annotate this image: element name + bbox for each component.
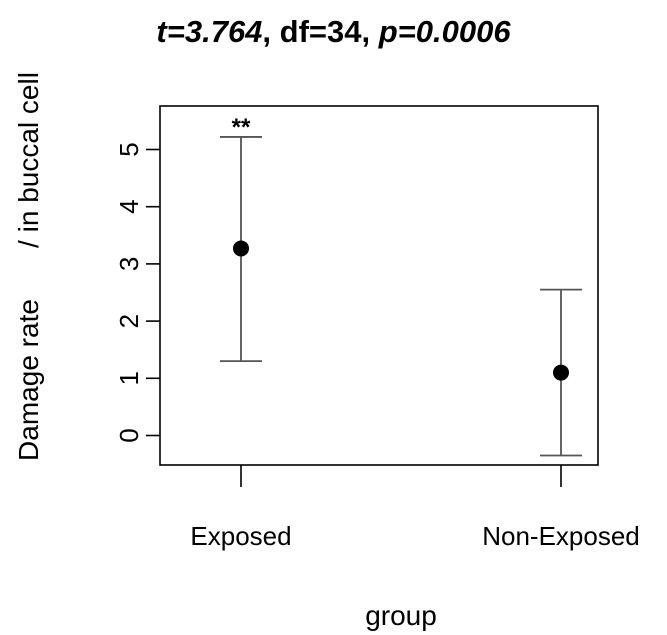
title-df-text: , df=34, (262, 14, 379, 49)
title-t-value: 3.764 (184, 14, 263, 49)
y-axis: 0 1 2 3 4 5 (114, 142, 160, 443)
mean-point-non-exposed (553, 364, 569, 381)
x-tick-label-exposed: Exposed (190, 521, 291, 551)
plot-frame (159, 105, 599, 466)
y-tick-label-1: 1 (114, 371, 144, 385)
y-tick-label-5: 5 (114, 142, 144, 156)
title-t-label: t= (156, 14, 185, 49)
y-tick-label-4: 4 (114, 199, 144, 213)
chart-title: t=3.764, df=34, p=0.0006 (0, 14, 667, 50)
title-p-value: 0.0006 (415, 14, 511, 49)
significance-marker-exposed: ** (232, 114, 251, 141)
x-tick-label-non-exposed: Non-Exposed (482, 521, 640, 551)
y-axis-title-part-1: Damage rate (13, 299, 44, 461)
title-p-label: p= (378, 14, 416, 49)
x-axis: Exposed Non-Exposed (190, 465, 640, 551)
chart-marks: ** (220, 114, 582, 457)
x-axis-title: group (365, 600, 437, 631)
y-tick-label-2: 2 (114, 314, 144, 328)
y-axis-title-part-2: / in buccal cell (13, 72, 44, 248)
y-tick-label-3: 3 (114, 257, 144, 271)
y-tick-label-0: 0 (114, 428, 144, 442)
mean-point-exposed (233, 240, 249, 257)
